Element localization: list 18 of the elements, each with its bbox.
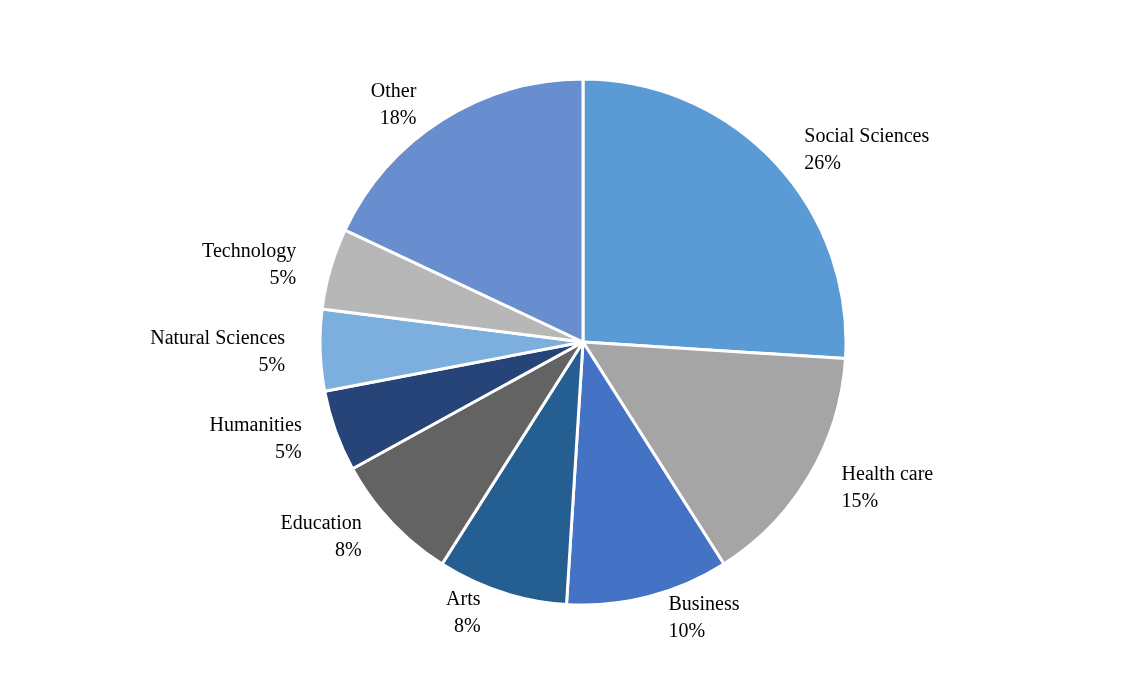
slice-label: Other (370, 78, 417, 101)
data-label: 5% (269, 265, 297, 288)
data-label: 5% (275, 440, 302, 463)
data-label: 5% (258, 353, 286, 376)
slice-label: Health care (841, 461, 934, 484)
data-label: 15% (841, 488, 879, 511)
data-label: 26% (804, 150, 841, 173)
slice-label: Technology (202, 238, 297, 262)
slice-label: Natural Sciences (150, 326, 286, 349)
slice-label: Business (668, 591, 740, 614)
slice-label: Humanities (209, 413, 302, 436)
slice-label: Arts (446, 586, 481, 609)
slice-label: Education (280, 511, 362, 534)
data-label: 8% (335, 538, 362, 561)
data-label: 10% (668, 618, 706, 641)
data-label: 18% (379, 105, 417, 128)
slice-label: Social Sciences (804, 123, 930, 146)
data-label: 8% (453, 613, 481, 636)
